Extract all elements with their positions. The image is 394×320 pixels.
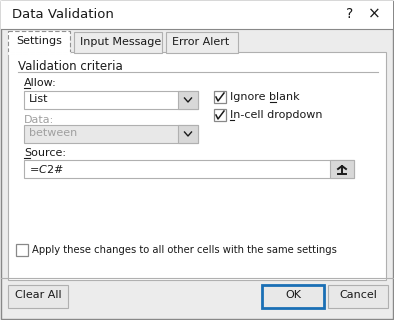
Text: Ignore blank: Ignore blank [230,92,299,102]
Bar [24,125,198,143]
Text: ×: × [368,7,381,22]
Text: Settings: Settings [16,36,62,46]
Bar [8,285,68,308]
Text: In-cell dropdown: In-cell dropdown [230,110,323,120]
Bar [330,160,354,178]
Bar [214,91,226,103]
Text: List: List [29,94,48,104]
Text: Source:: Source: [24,148,66,158]
Bar [24,91,198,109]
Text: Data Validation: Data Validation [12,8,114,21]
Text: between: between [29,128,77,138]
Text: Clear All: Clear All [15,290,61,300]
Bar [8,31,70,53]
Bar [8,31,70,53]
Bar [166,32,238,53]
Text: ?: ? [346,7,353,21]
Bar [8,52,386,280]
Bar [16,244,28,256]
Bar [74,32,162,53]
Text: Validation criteria: Validation criteria [18,60,123,73]
Bar [328,285,388,308]
Text: Error Alert: Error Alert [172,37,229,47]
Text: Cancel: Cancel [339,290,377,300]
Bar [178,125,198,143]
Text: Apply these changes to all other cells with the same settings: Apply these changes to all other cells w… [32,245,337,255]
Bar [1,1,393,29]
Bar [262,285,324,308]
Text: Input Message: Input Message [80,37,161,47]
Bar [178,91,198,109]
Bar [214,109,226,121]
Text: Allow:: Allow: [24,78,57,88]
Text: =$C$2#: =$C$2# [29,163,64,175]
Text: Data:: Data: [24,115,54,125]
Bar [24,160,354,178]
Text: OK: OK [285,290,301,300]
